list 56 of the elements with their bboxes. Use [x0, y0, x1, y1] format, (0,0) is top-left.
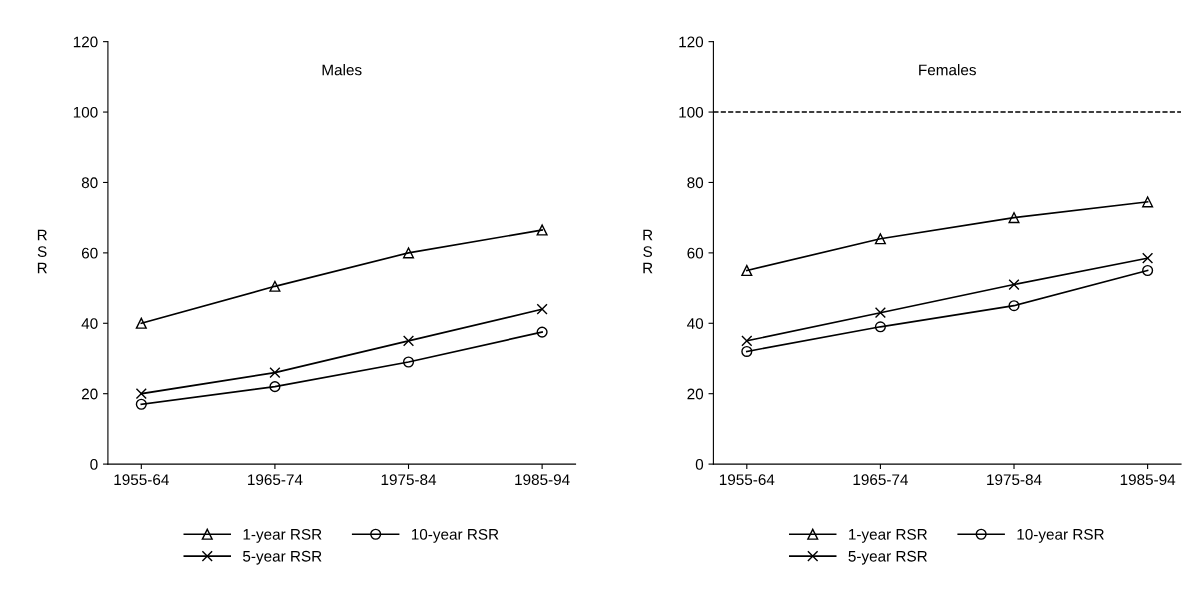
x-tick-label: 1955-64 [114, 474, 169, 486]
point [1142, 264, 1154, 277]
point [536, 224, 548, 236]
point [135, 388, 147, 400]
y-tick-label: 120 [73, 36, 98, 48]
point [1008, 300, 1020, 312]
y-tick-label: 0 [90, 458, 98, 470]
point [741, 264, 753, 277]
x-tick-label: 1965-74 [853, 474, 908, 486]
y-tick-label: 120 [679, 36, 704, 48]
legend-label: 5-year RSR [243, 550, 322, 565]
point [269, 280, 281, 292]
legend-label: 5-year RSR [848, 550, 927, 565]
x-tick-label: 1975-84 [381, 474, 437, 486]
y-axis-title: R S R [643, 229, 653, 274]
legend-label: 1-year RSR [243, 528, 322, 543]
y-tick-label: 60 [687, 247, 704, 259]
point [135, 317, 147, 329]
legend-label: 10-year RSR [1017, 528, 1104, 543]
point [874, 307, 886, 319]
point [536, 326, 548, 338]
x-tick-label: 1985-94 [1120, 474, 1176, 486]
point [741, 345, 753, 358]
x-tick-label: 1975-84 [987, 474, 1042, 486]
point [402, 247, 415, 259]
point [1142, 196, 1154, 208]
y-tick-label: 0 [695, 458, 704, 470]
y-tick-label: 20 [81, 388, 98, 400]
point [402, 356, 415, 368]
y-tick-label: 20 [687, 388, 704, 400]
point [874, 233, 886, 245]
point [269, 381, 281, 393]
point [536, 303, 548, 315]
x-tick-label: 1955-64 [719, 474, 775, 486]
point [269, 367, 281, 379]
point [874, 321, 886, 333]
y-tick-label: 40 [81, 318, 98, 329]
y-axis-title: R S R [37, 229, 47, 274]
point [1142, 252, 1154, 264]
y-tick-label: 100 [73, 106, 98, 118]
y-tick-label: 80 [687, 177, 704, 189]
y-tick-label: 80 [81, 177, 98, 189]
point [402, 335, 415, 347]
legend-label: 1-year RSR [849, 528, 927, 543]
text: Females [919, 64, 976, 76]
point [1008, 279, 1020, 291]
text: Males [322, 64, 362, 76]
point [741, 335, 753, 347]
legend-label: 10-year RSR [411, 528, 499, 543]
y-tick-label: 40 [687, 318, 704, 329]
y-tick-label: 60 [81, 247, 98, 259]
point [135, 398, 147, 410]
x-tick-label: 1965-74 [248, 474, 303, 486]
point [1008, 212, 1020, 224]
x-tick-label: 1985-94 [515, 474, 570, 486]
y-tick-label: 100 [679, 106, 704, 118]
